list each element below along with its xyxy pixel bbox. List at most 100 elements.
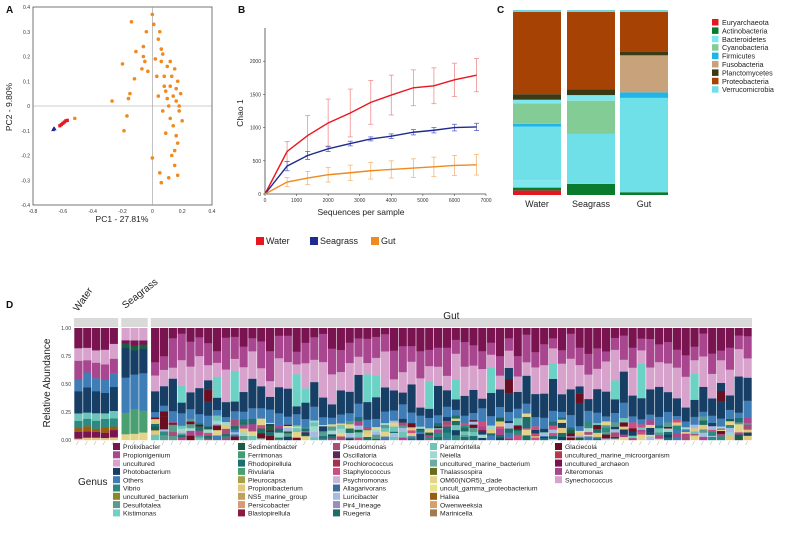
genus-segment (389, 436, 399, 441)
genus-segment (121, 434, 130, 441)
rarefaction-y-tick: 2000 (250, 59, 261, 65)
genus-segment (699, 416, 708, 421)
genus-segment (734, 335, 743, 350)
genus-segment (504, 432, 513, 438)
genus-segment (248, 422, 257, 425)
genus-segment (716, 429, 726, 432)
genus-segment (327, 430, 337, 435)
genus-segment (478, 437, 487, 441)
genus-legend-swatch (333, 492, 340, 500)
genus-segment (566, 433, 575, 437)
genus-segment (513, 328, 522, 357)
genus-segment (380, 334, 390, 352)
genus-segment (504, 338, 513, 351)
genus-segment (548, 348, 558, 364)
genus-segment (248, 378, 257, 409)
genus-segment (451, 435, 460, 441)
rarefaction-x-axis-label: Sequences per sample (318, 207, 405, 217)
genus-segment (575, 436, 584, 438)
genus-segment (672, 419, 681, 423)
genus-segment (716, 400, 726, 419)
genus-segment (292, 328, 301, 352)
genus-segment (345, 420, 354, 425)
genus-legend-label: Photobacterium (123, 469, 171, 476)
genus-segment (708, 436, 717, 441)
genus-legend-swatch (430, 459, 437, 467)
genus-legend-label: NS5_marine_group (248, 494, 307, 501)
genus-segment (265, 425, 275, 431)
genus-segment (548, 363, 558, 379)
genus-segment (151, 426, 160, 431)
pca-point-gut (126, 96, 131, 101)
genus-segment (725, 369, 735, 396)
phylum-legend-label: Fusobacteria (722, 60, 764, 69)
genus-segment (743, 424, 752, 430)
pca-point-gut (120, 62, 125, 66)
genus-segment (398, 328, 407, 347)
genus-segment (230, 370, 239, 402)
genus-segment (319, 435, 328, 439)
genus-segment (109, 328, 118, 344)
genus-segment (575, 386, 584, 394)
genus-segment (416, 433, 425, 439)
genus-segment (690, 399, 699, 417)
genus-segment (495, 426, 505, 429)
genus-legend-swatch (430, 484, 437, 492)
genus-segment (531, 393, 540, 418)
genus-segment (186, 427, 195, 431)
genus-segment (354, 432, 363, 438)
legend-seagrass-swatch (310, 237, 318, 245)
genus-segment (743, 417, 752, 424)
genus-segment (575, 402, 584, 427)
genus-legend-label: Paramoritella (440, 444, 480, 451)
genus-segment (601, 351, 611, 362)
genus-legend-label: Persicobacter (248, 502, 290, 509)
genus-segment (584, 353, 593, 375)
genus-legend-label: Ferrimonas (248, 453, 283, 460)
genus-segment (593, 368, 602, 390)
genus-segment (265, 435, 275, 441)
genus-segment (540, 432, 549, 437)
genus-legend-label: Others (123, 477, 144, 484)
genus-segment (699, 436, 708, 441)
genus-legend-label: Sedimentibacter (248, 444, 298, 451)
genus-segment (398, 404, 407, 419)
genus-segment (584, 434, 593, 437)
genus-segment (716, 433, 726, 437)
genus-legend-label: uncult_gamma_proteobacterium (440, 486, 538, 493)
genus-segment (619, 335, 628, 360)
genus-sample-tick (258, 440, 262, 446)
genus-segment (487, 354, 496, 368)
genus-segment (354, 416, 363, 422)
genus-segment (504, 350, 513, 369)
genus-legend-label: Blastopirellula (248, 511, 291, 518)
genus-segment (292, 426, 301, 429)
genus-segment (239, 411, 248, 420)
genus-segment (274, 335, 284, 359)
genus-segment (433, 429, 443, 433)
genus-segment (310, 359, 319, 383)
genus-segment (345, 428, 354, 433)
genus-segment (212, 424, 222, 426)
genus-segment (708, 415, 717, 423)
genus-segment (469, 412, 478, 421)
genus-segment (186, 430, 195, 436)
genus-segment (372, 431, 381, 435)
phylum-legend-swatch (712, 61, 719, 68)
genus-segment (159, 328, 169, 357)
genus-segment (416, 430, 425, 433)
genus-segment (442, 347, 452, 376)
genus-segment (593, 328, 602, 349)
genus-segment (363, 362, 372, 375)
genus-segment (248, 435, 257, 441)
genus-segment (716, 328, 726, 351)
genus-segment (655, 328, 664, 345)
phylum-legend-swatch (712, 19, 719, 26)
genus-segment (265, 422, 275, 425)
genus-segment (204, 401, 213, 416)
genus-segment (336, 436, 345, 441)
genus-segment (522, 362, 531, 376)
genus-segment (628, 425, 637, 429)
genus-segment (637, 435, 646, 441)
genus-segment (513, 355, 522, 377)
